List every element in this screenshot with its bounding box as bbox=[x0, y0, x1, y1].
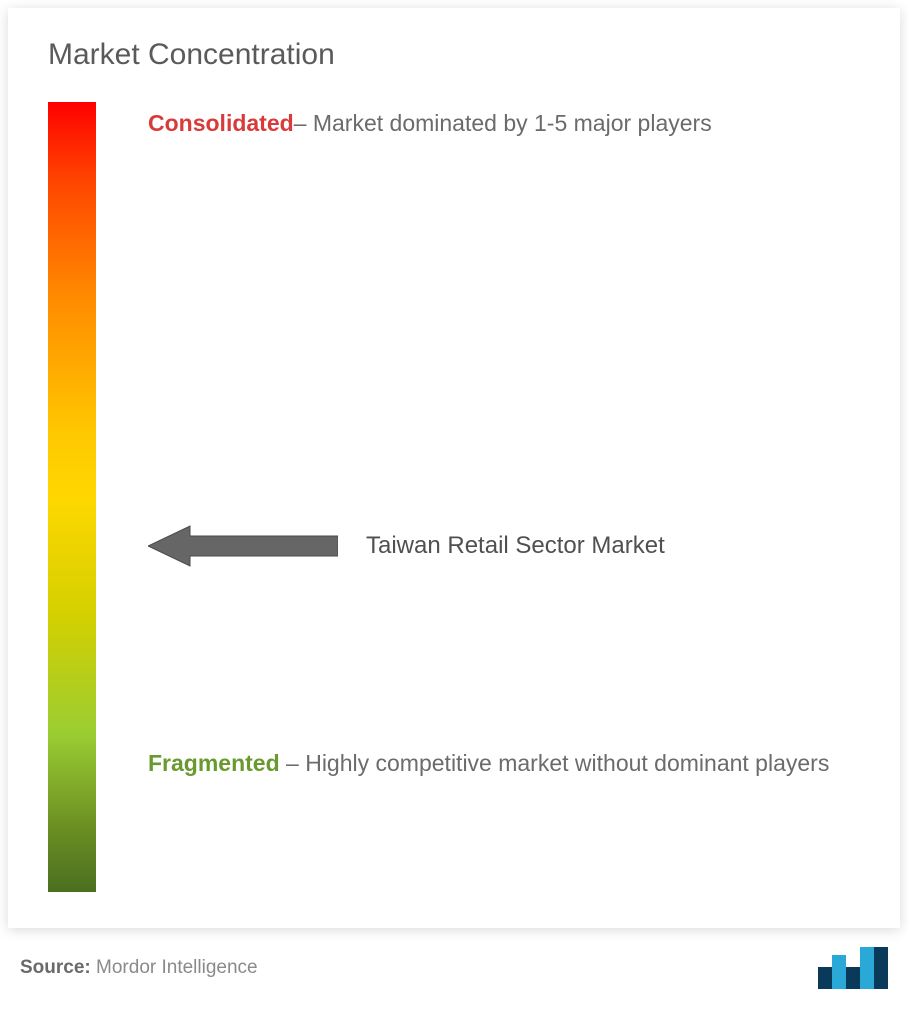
consolidated-text: – Market dominated by 1-5 major players bbox=[294, 110, 712, 136]
arrow-left-icon bbox=[148, 522, 338, 570]
chart-content: Consolidated– Market dominated by 1-5 ma… bbox=[48, 102, 860, 902]
consolidated-keyword: Consolidated bbox=[148, 110, 294, 136]
brand-logo-icon bbox=[818, 947, 888, 989]
footer: Source: Mordor Intelligence bbox=[20, 947, 888, 989]
market-name-label: Taiwan Retail Sector Market bbox=[366, 532, 665, 560]
consolidated-label-block: Consolidated– Market dominated by 1-5 ma… bbox=[148, 102, 848, 146]
fragmented-keyword: Fragmented bbox=[148, 750, 280, 776]
source-name: Mordor Intelligence bbox=[96, 957, 258, 978]
source-prefix: Source: bbox=[20, 957, 91, 978]
concentration-gradient-bar bbox=[48, 102, 96, 892]
fragmented-text: – Highly competitive market without domi… bbox=[280, 750, 830, 776]
infographic-card: Market Concentration Consolidated– Marke… bbox=[8, 8, 900, 928]
market-position-marker: Taiwan Retail Sector Market bbox=[148, 522, 665, 570]
fragmented-label-block: Fragmented – Highly competitive market w… bbox=[148, 742, 848, 786]
source-attribution: Source: Mordor Intelligence bbox=[20, 957, 258, 979]
chart-title: Market Concentration bbox=[48, 38, 860, 72]
